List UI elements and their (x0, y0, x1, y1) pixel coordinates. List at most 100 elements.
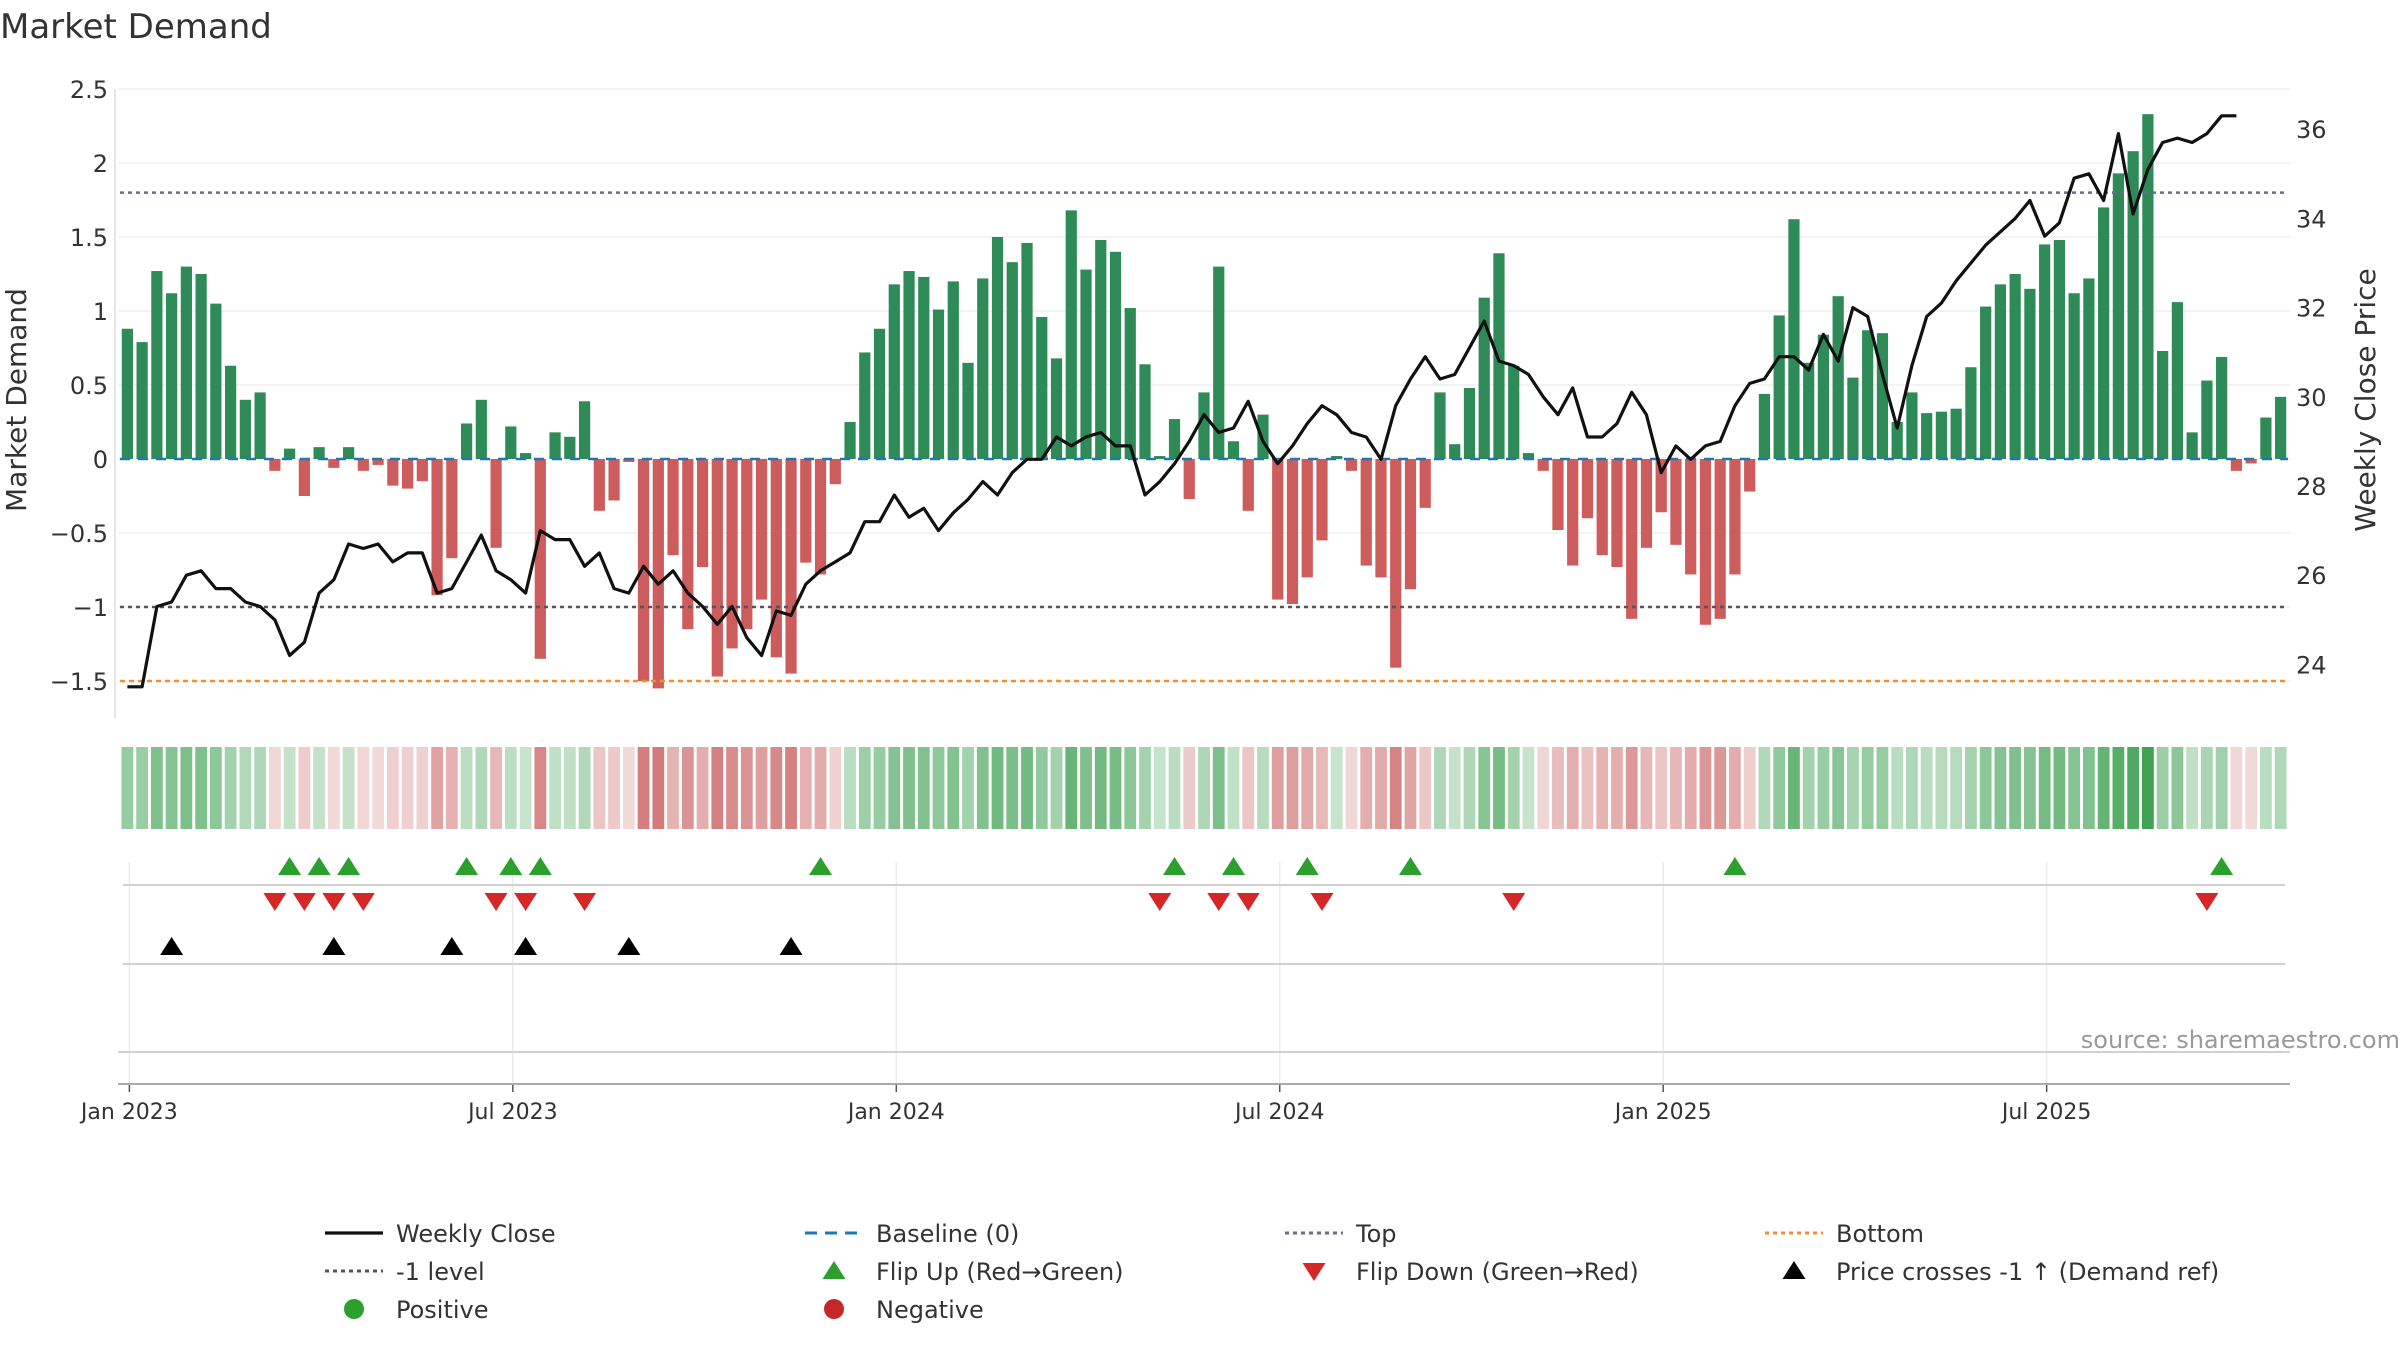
demand-heat-cell (1463, 747, 1476, 829)
demand-heat-cell (1847, 747, 1859, 829)
flip-up-marker (2210, 857, 2234, 875)
positive-demand-bar (151, 271, 163, 459)
positive-demand-bar (284, 448, 296, 459)
positive-demand-bar (1006, 262, 1018, 459)
flip-down-marker (1236, 893, 1260, 911)
demand-heat-cell (1183, 747, 1196, 829)
demand-heat-cell (1109, 747, 1122, 829)
demand-heat-cell (903, 747, 915, 829)
demand-heat-cell (608, 747, 620, 829)
flip-down-marker (263, 893, 287, 911)
demand-heat-cell (991, 747, 1004, 829)
positive-demand-bar (1493, 253, 1505, 459)
demand-heat-cell (298, 747, 311, 829)
negative-demand-bar (1301, 459, 1313, 578)
positive-demand-bar (2186, 432, 2198, 459)
flip-up-marker (1398, 857, 1422, 875)
demand-heat-cell (386, 747, 399, 829)
negative-demand-bar (1611, 459, 1623, 568)
demand-heat-cell (829, 747, 842, 829)
demand-heat-cell (2141, 747, 2154, 829)
negative-demand-bar (785, 459, 797, 674)
demand-heat-cell (445, 747, 458, 829)
demand-heat-cell (1773, 747, 1786, 829)
demand-heat-cell (711, 747, 724, 829)
demand-heat-cell (2038, 747, 2051, 829)
demand-heat-cell (681, 747, 694, 829)
demand-heat-cell (1625, 747, 1638, 829)
positive-demand-bar (1050, 358, 1063, 459)
positive-demand-bar (1817, 334, 1830, 459)
demand-heat-cell (549, 747, 561, 829)
demand-heat-cell (1950, 747, 1963, 829)
demand-heat-cell (1611, 747, 1623, 829)
negative-demand-bar (328, 459, 340, 468)
demand-heat-cell (490, 747, 502, 829)
flip-up-marker (455, 857, 479, 875)
demand-heat-cell (1153, 747, 1166, 829)
negative-demand-bar (814, 459, 827, 575)
negative-demand-bar (1596, 459, 1608, 556)
positive-demand-bar (1994, 284, 2007, 459)
demand-heat-cell (2009, 747, 2022, 829)
positive-demand-bar (1891, 422, 1903, 459)
flip-down-marker (322, 893, 346, 911)
demand-heat-cell (342, 747, 355, 829)
flip-down-marker (573, 893, 597, 911)
right-tick-label: 28 (2296, 473, 2327, 501)
demand-heat-cell (667, 747, 679, 829)
demand-heat-cell (224, 747, 237, 829)
flip-up-marker (307, 857, 331, 875)
demand-heat-cell (1286, 747, 1299, 829)
positive-demand-bar (2216, 356, 2228, 459)
demand-heat-cell (2171, 747, 2184, 829)
positive-demand-bar (166, 293, 178, 459)
legend-label: Positive (396, 1296, 489, 1324)
positive-demand-bar (859, 352, 871, 459)
demand-heat-cell (180, 747, 193, 829)
positive-demand-bar (1449, 444, 1461, 459)
positive-demand-bar (1168, 419, 1181, 459)
flip-down-marker (2195, 893, 2219, 911)
price-cross-marker (160, 937, 184, 955)
demand-heat-cell (1448, 747, 1461, 829)
legend-label: Negative (876, 1296, 984, 1324)
demand-heat-cell (431, 747, 443, 829)
demand-heat-cell (1389, 747, 1402, 829)
positive-demand-bar (962, 362, 974, 459)
positive-demand-bar (180, 266, 192, 459)
negative-demand-bar (1390, 459, 1402, 668)
demand-heat-cell (2259, 747, 2272, 829)
negative-demand-bar (1699, 459, 1712, 625)
negative-demand-bar (401, 459, 414, 489)
demand-heat-cell (1906, 747, 1918, 829)
positive-demand-bar (2201, 380, 2213, 459)
demand-heat-cell (475, 747, 488, 829)
demand-heat-cell (1684, 747, 1697, 829)
flip-down-marker (351, 893, 375, 911)
negative-demand-bar (637, 459, 650, 681)
demand-heat-cell (136, 747, 149, 829)
demand-heat-cell (1640, 747, 1653, 829)
negative-demand-bar (1744, 459, 1756, 492)
demand-heat-cell (1655, 747, 1668, 829)
x-tick-label: Jul 2023 (466, 1100, 558, 1125)
demand-heat-cell (1124, 747, 1137, 829)
chart-title: Market Demand (0, 7, 272, 47)
left-tick-label: −1.5 (50, 668, 108, 696)
positive-demand-bar (1862, 330, 1874, 459)
positive-demand-bar (2068, 293, 2080, 459)
demand-heat-cell (2230, 747, 2243, 829)
negative-demand-bar (1714, 459, 1726, 619)
positive-demand-bar (2127, 151, 2139, 459)
positive-demand-bar (903, 271, 915, 459)
positive-demand-bar (475, 399, 487, 459)
negative-demand-bar (741, 459, 753, 630)
negative-demand-bar (1670, 459, 1682, 545)
negative-demand-bar (1286, 459, 1299, 605)
negative-demand-bar (298, 459, 310, 496)
demand-heat-cell (962, 747, 974, 829)
negative-demand-bar (1581, 459, 1594, 519)
negative-demand-bar (1567, 459, 1579, 566)
demand-heat-cell (873, 747, 886, 829)
